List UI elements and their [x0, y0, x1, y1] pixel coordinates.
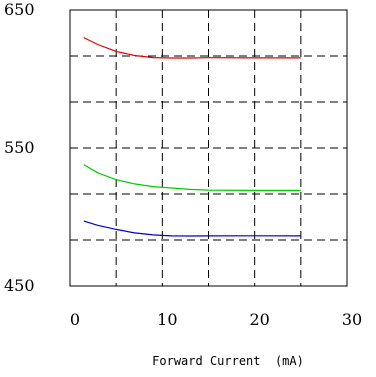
series-line-1 [83, 37, 301, 59]
x-tick-labels: 0 10 20 30 [70, 310, 362, 329]
x-tick-label: 30 [342, 310, 362, 329]
x-axis-title: Forward Current (mA) [152, 354, 304, 368]
x-tick-label: 20 [249, 310, 269, 329]
grid [70, 10, 347, 286]
y-tick-label: 650 [4, 0, 35, 19]
series-line-3 [83, 220, 301, 237]
series-line-2 [83, 164, 301, 191]
plot-area-frame [69, 9, 348, 287]
y-tick-label: 450 [4, 276, 35, 295]
series-layer [83, 37, 301, 237]
x-tick-label: 0 [70, 310, 80, 329]
x-tick-label: 10 [157, 310, 177, 329]
y-tick-label: 550 [4, 138, 35, 157]
y-tick-labels: 450 550 650 [4, 0, 35, 295]
